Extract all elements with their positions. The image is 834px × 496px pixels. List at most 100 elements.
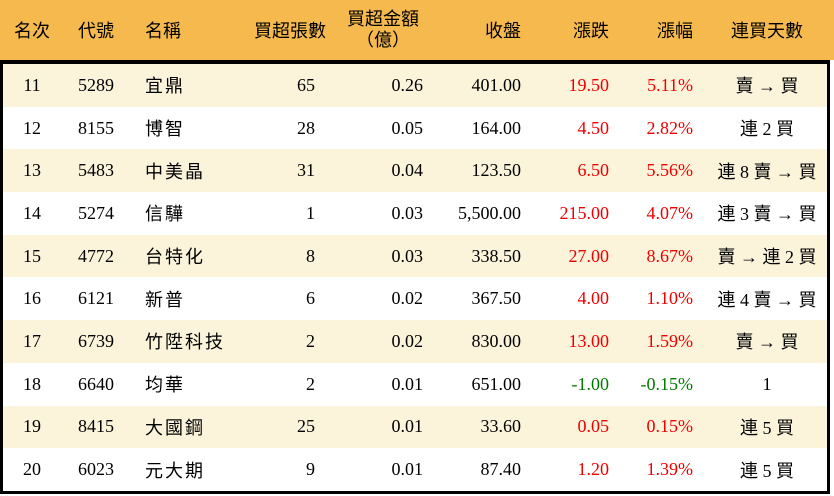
cell-volume: 28 [297, 117, 315, 138]
header-amount-line1: 買超金額 [347, 9, 419, 30]
cell-days: 賣 → 買 [735, 332, 799, 353]
cell-change: 0.05 [577, 416, 610, 437]
table-row: 16 6121 新普 6 0.02 367.50 4.00 1.10% 連 4 賣 → 買 [3, 277, 827, 321]
cell-change-pct: 5.11% [647, 74, 693, 95]
cell-name: 均華 [145, 375, 185, 396]
cell-close: 87.40 [480, 459, 522, 480]
cell-name: 宜鼎 [145, 76, 185, 97]
cell-change: 27.00 [568, 245, 610, 266]
table-row: 17 6739 竹陞科技 2 0.02 830.00 13.00 1.59% 賣 → 買 [3, 320, 827, 363]
cell-change-pct: 1.59% [646, 330, 694, 351]
cell-change-pct: -0.15% [640, 373, 694, 394]
header-name: 名稱 [145, 21, 181, 41]
cell-days: 連 5 買 [740, 417, 794, 438]
cell-amount: 0.02 [391, 288, 424, 309]
table-row: 19 8415 大國鋼 25 0.01 33.60 0.05 0.15% 連 5 買 [3, 405, 827, 449]
cell-days: 連 5 買 [740, 460, 794, 481]
cell-volume: 8 [306, 245, 315, 266]
header-amount-line2: （億） [356, 30, 410, 50]
table-row: 12 8155 博智 28 0.05 164.00 4.50 2.82% 連 2 買 [3, 106, 827, 150]
header-close: 收盤 [485, 21, 521, 41]
cell-amount: 0.26 [391, 74, 424, 95]
cell-days: 連 8 賣 → 買 [717, 161, 817, 182]
cell-days: 賣 → 買 [735, 76, 799, 97]
cell-close: 123.50 [471, 160, 522, 181]
cell-volume: 2 [306, 330, 315, 351]
table-row: 11 5289 宜鼎 65 0.26 401.00 19.50 5.11% 賣 → 買 [3, 64, 827, 107]
table-header-row: 名次 代號 名稱 買超張數 買超金額 （億） 收盤 漲跌 漲幅 連買天數 [0, 0, 834, 60]
table-row: 15 4772 台特化 8 0.03 338.50 27.00 8.67% 賣 → 連 2 買 [3, 234, 827, 278]
table-row: 14 5274 信驊 1 0.03 5,500.00 215.00 4.07% 連 3 賣 → … [3, 192, 827, 235]
cell-volume: 9 [306, 459, 315, 480]
cell-change: 4.00 [577, 288, 610, 309]
cell-amount: 0.03 [391, 202, 424, 223]
header-rank: 名次 [14, 21, 50, 41]
table-row: 13 5483 中美晶 31 0.04 123.50 6.50 5.56% 連 8 賣 → 買 [3, 149, 827, 193]
cell-close: 338.50 [471, 245, 522, 266]
cell-rank: 17 [23, 330, 41, 351]
cell-close: 164.00 [471, 117, 522, 138]
cell-rank: 16 [23, 288, 41, 309]
cell-volume: 6 [306, 288, 315, 309]
cell-change-pct: 2.82% [646, 117, 694, 138]
header-volume: 買超張數 [254, 21, 326, 41]
cell-rank: 19 [23, 416, 41, 437]
cell-change-pct: 4.07% [646, 202, 694, 223]
cell-rank: 12 [23, 117, 41, 138]
cell-change: 4.50 [577, 117, 610, 138]
cell-volume: 31 [297, 160, 315, 181]
cell-rank: 14 [23, 202, 41, 223]
cell-close: 651.00 [471, 373, 522, 394]
cell-code: 4772 [78, 245, 114, 266]
cell-volume: 65 [297, 74, 315, 95]
cell-amount: 0.01 [391, 373, 424, 394]
cell-code: 5483 [78, 160, 114, 181]
cell-amount: 0.02 [391, 330, 424, 351]
cell-code: 6640 [78, 373, 114, 394]
cell-rank: 13 [23, 160, 41, 181]
cell-days: 連 3 賣 → 買 [717, 204, 817, 225]
header-code: 代號 [78, 21, 114, 41]
table-row: 20 6023 元大期 9 0.01 87.40 1.20 1.39% 連 5 買 [3, 448, 827, 491]
cell-amount: 0.03 [391, 245, 424, 266]
cell-close: 830.00 [471, 330, 522, 351]
cell-name: 元大期 [145, 460, 205, 481]
cell-change: 13.00 [568, 330, 610, 351]
cell-change: 6.50 [577, 160, 610, 181]
cell-name: 中美晶 [145, 161, 205, 182]
cell-change-pct: 1.39% [646, 459, 694, 480]
cell-code: 8155 [78, 117, 114, 138]
header-amount: 買超金額 （億） [329, 9, 437, 50]
cell-change-pct: 8.67% [646, 245, 694, 266]
cell-name: 竹陞科技 [145, 332, 225, 353]
cell-days: 連 2 買 [740, 119, 794, 140]
cell-days: 連 4 賣 → 買 [717, 289, 817, 310]
table-row: 18 6640 均華 2 0.01 651.00 -1.00 -0.15% 1 [3, 362, 827, 406]
cell-rank: 20 [23, 459, 41, 480]
cell-code: 5274 [78, 202, 114, 223]
cell-close: 367.50 [471, 288, 522, 309]
cell-close: 5,500.00 [458, 202, 521, 223]
cell-rank: 15 [23, 245, 41, 266]
cell-rank: 18 [23, 373, 41, 394]
cell-name: 台特化 [145, 247, 205, 268]
cell-change: 1.20 [577, 459, 610, 480]
cell-close: 401.00 [471, 74, 522, 95]
cell-volume: 25 [297, 416, 315, 437]
cell-name: 信驊 [145, 204, 185, 225]
cell-amount: 0.05 [391, 117, 424, 138]
header-days: 連買天數 [731, 21, 803, 41]
cell-code: 6121 [78, 288, 114, 309]
cell-code: 6023 [78, 459, 114, 480]
cell-volume: 2 [306, 373, 315, 394]
cell-close: 33.60 [480, 416, 522, 437]
cell-days: 賣 → 連 2 買 [717, 247, 817, 268]
cell-change: 19.50 [568, 74, 610, 95]
cell-amount: 0.01 [391, 459, 424, 480]
cell-volume: 1 [306, 202, 315, 223]
cell-days: 1 [762, 373, 772, 394]
cell-change: 215.00 [559, 202, 610, 223]
cell-rank: 11 [23, 74, 41, 95]
cell-name: 博智 [145, 119, 185, 140]
cell-amount: 0.01 [391, 416, 424, 437]
